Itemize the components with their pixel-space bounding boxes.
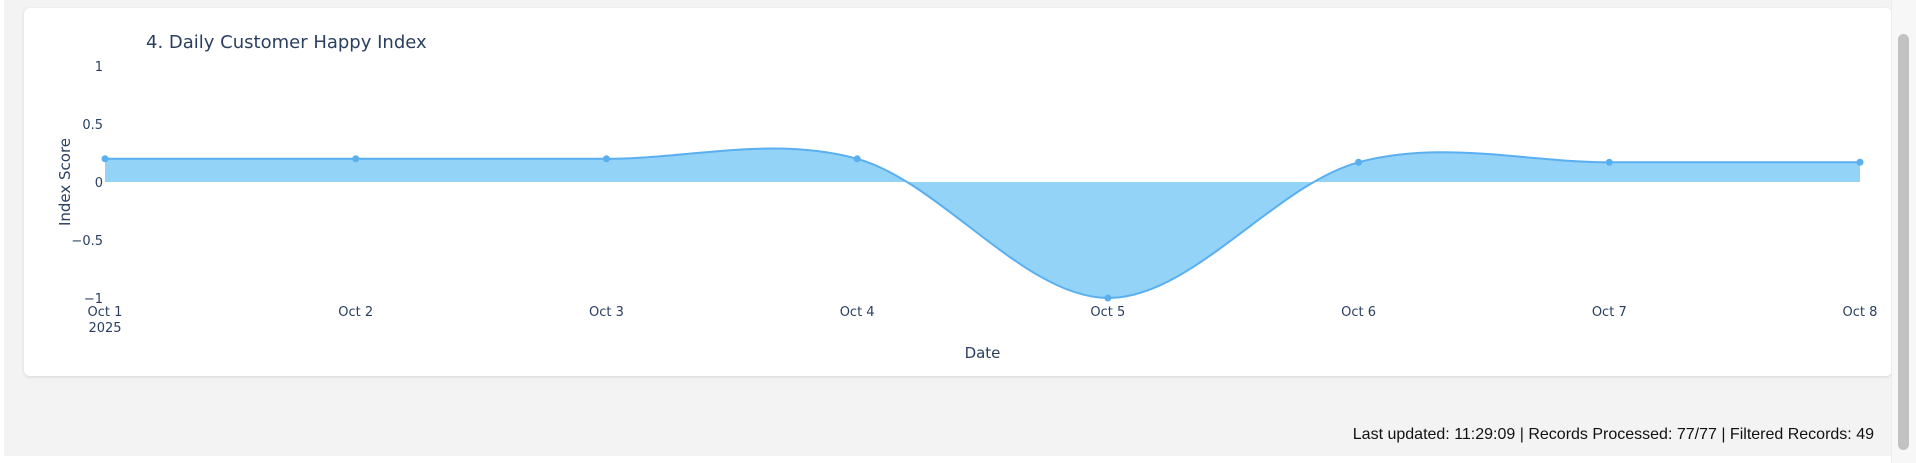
x-tick-label: Oct 4: [840, 305, 875, 320]
x-axis-title: Date: [965, 344, 1001, 362]
data-point: [352, 155, 360, 163]
area-fill: [105, 148, 1860, 299]
series-line: [105, 147, 1860, 300]
dashboard-page: 4. Daily Customer Happy Index 1 0.5 0 −0.5 −…: [4, 0, 1892, 456]
data-point: [853, 155, 861, 163]
vertical-scrollbar[interactable]: [1891, 0, 1916, 463]
scrollbar-thumb[interactable]: [1898, 34, 1909, 450]
x-tick-label: Oct 1: [88, 305, 123, 320]
data-point: [1605, 158, 1613, 166]
y-tick-label: −1: [84, 292, 103, 307]
x-tick-label: Oct 2: [338, 305, 373, 320]
y-axis-title: Index Score: [56, 138, 74, 226]
x-tick-year: 2025: [88, 321, 121, 336]
y-tick-label: 0: [95, 176, 103, 191]
y-tick-label: −0.5: [71, 234, 103, 249]
data-point: [1104, 294, 1112, 302]
y-tick-label: 0.5: [82, 118, 103, 133]
status-bar: Last updated: 11:29:09 | Records Process…: [1352, 426, 1874, 443]
x-tick-label: Oct 7: [1592, 305, 1627, 320]
chart-card: 4. Daily Customer Happy Index 1 0.5 0 −0.5 −…: [24, 8, 1892, 376]
x-tick-label: Oct 8: [1843, 305, 1878, 320]
data-point: [602, 155, 610, 163]
x-tick-label: Oct 3: [589, 305, 624, 320]
y-tick-label: 1: [95, 60, 103, 75]
chart-title: 4. Daily Customer Happy Index: [146, 32, 427, 53]
data-point: [101, 155, 109, 163]
data-point: [1355, 158, 1363, 166]
x-tick-label: Oct 6: [1341, 305, 1376, 320]
data-point: [1856, 158, 1864, 166]
x-tick-label: Oct 5: [1090, 305, 1125, 320]
